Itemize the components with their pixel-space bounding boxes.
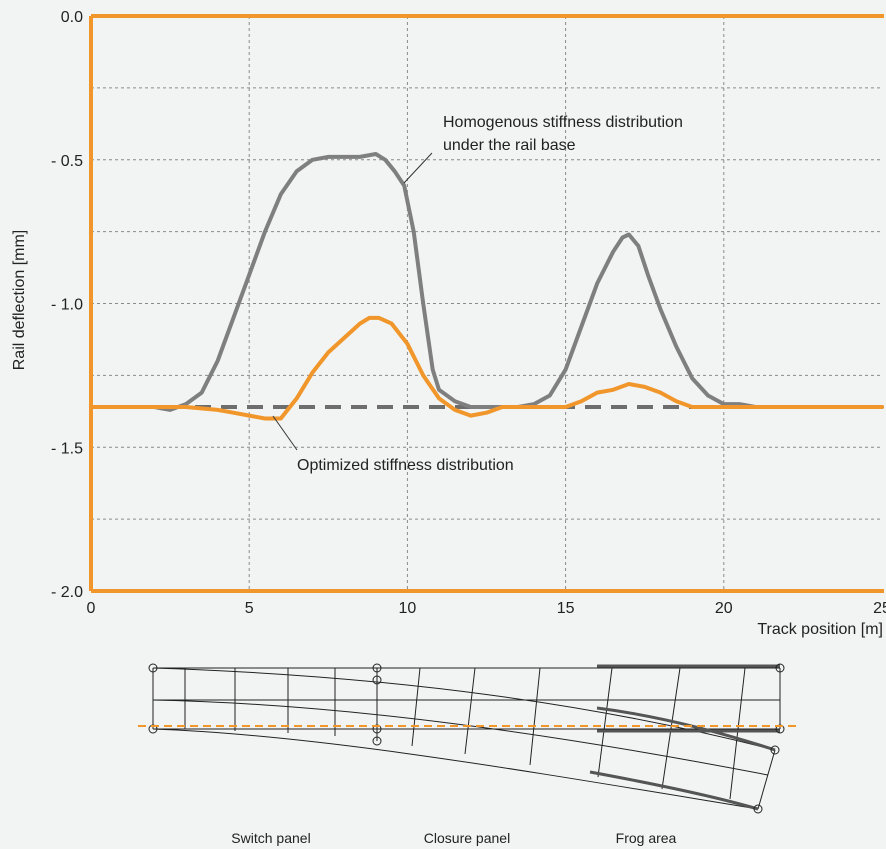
x-tick-label: 0 bbox=[87, 600, 96, 617]
series-homogeneous-line bbox=[89, 152, 884, 412]
y-tick-label: 0.0 bbox=[61, 9, 83, 26]
x-tick-label: 25 bbox=[873, 600, 886, 617]
annotation-homogeneous-line-2: under the rail base bbox=[443, 137, 576, 154]
x-tick-label: 5 bbox=[245, 600, 254, 617]
y-tick-label: - 0.5 bbox=[51, 153, 83, 170]
annotation-homogeneous-line-1: Homogenous stiffness distribution bbox=[443, 114, 683, 131]
series-layer bbox=[89, 152, 884, 421]
annotation-leader-homogeneous bbox=[403, 152, 433, 184]
y-axis-label: Rail deflection [mm] bbox=[11, 230, 28, 371]
panel-label-switch: Switch panel bbox=[231, 830, 310, 846]
turnout-schematic bbox=[138, 663, 796, 814]
annotation-leader-optimized bbox=[272, 415, 298, 451]
x-tick-label: 10 bbox=[399, 600, 417, 617]
x-tick-label: 20 bbox=[715, 600, 733, 617]
y-tick-label: - 1.0 bbox=[51, 297, 83, 314]
x-tick-labels: 0 5 10 15 20 25 bbox=[87, 600, 886, 617]
sleepers bbox=[152, 667, 781, 810]
x-axis-label: Track position [m] bbox=[757, 621, 883, 638]
panel-label-closure: Closure panel bbox=[424, 830, 510, 846]
annotation-optimized-line-1: Optimized stiffness distribution bbox=[297, 457, 514, 474]
y-tick-label: - 2.0 bbox=[51, 584, 83, 601]
y-tick-labels: 0.0 - 0.5 - 1.0 - 1.5 - 2.0 bbox=[51, 9, 83, 601]
schematic-nodes bbox=[148, 663, 785, 814]
grid bbox=[91, 16, 882, 591]
series-optimized-line bbox=[89, 315, 884, 421]
axes bbox=[89, 14, 884, 593]
y-tick-label: - 1.5 bbox=[51, 440, 83, 457]
curved-rail-mid bbox=[152, 699, 769, 776]
panel-label-frog: Frog area bbox=[616, 830, 677, 846]
curved-rail-upper bbox=[152, 667, 776, 751]
curved-rail-lower bbox=[152, 728, 759, 810]
x-tick-label: 15 bbox=[557, 600, 575, 617]
